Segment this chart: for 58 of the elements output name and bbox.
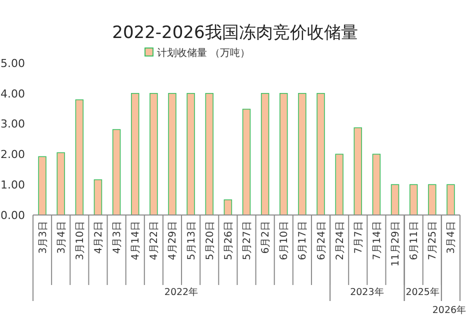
x-tick-label: 3月3日 bbox=[38, 221, 49, 254]
text: 2025年 bbox=[406, 286, 440, 298]
bar bbox=[94, 179, 102, 216]
y-tick-label: 5.00 bbox=[0, 56, 25, 70]
bar bbox=[130, 93, 140, 216]
legend-label: 计划收储量 （万吨） bbox=[157, 47, 250, 59]
bar bbox=[372, 154, 381, 216]
y-tick-label: 2.00 bbox=[0, 148, 25, 162]
x-tick-label: 7月25日 bbox=[428, 221, 439, 260]
x-tick-label: 4月2日 bbox=[93, 221, 104, 254]
bar bbox=[224, 199, 232, 216]
x-tick-label: 4月14日 bbox=[130, 221, 142, 260]
text: 2022年 bbox=[164, 286, 199, 298]
bar bbox=[446, 184, 455, 216]
bar bbox=[150, 93, 158, 216]
bar bbox=[38, 156, 46, 216]
bar bbox=[335, 154, 344, 216]
x-tick-label: 6月24日 bbox=[316, 221, 328, 260]
bar bbox=[316, 93, 325, 216]
x-tick-label: 5月26日 bbox=[223, 221, 234, 260]
bar bbox=[260, 93, 270, 216]
y-tick-label: 3.00 bbox=[0, 118, 25, 131]
x-tick-label: 4月3日 bbox=[112, 221, 124, 254]
y-tick-label: 0.00 bbox=[0, 208, 25, 222]
bar bbox=[168, 93, 176, 216]
bar bbox=[56, 152, 65, 216]
bar bbox=[242, 108, 251, 216]
x-tick-label: 5月27日 bbox=[242, 221, 253, 260]
text: 2023年 bbox=[350, 286, 384, 298]
bar bbox=[409, 184, 418, 216]
x-tick-label: 5月20日 bbox=[204, 221, 216, 260]
x-tick-label: 11月29日 bbox=[390, 221, 402, 266]
x-tick-label: 6月11日 bbox=[409, 221, 420, 260]
bar bbox=[298, 93, 306, 216]
chart-title: 2022-2026我国冻肉竞价收储量 bbox=[112, 23, 358, 43]
text: 2026年 bbox=[432, 304, 467, 316]
x-tick-label: 3月10日 bbox=[74, 221, 86, 260]
x-tick-label: 2月24日 bbox=[334, 221, 346, 260]
x-tick-label: 6月2日 bbox=[260, 221, 272, 254]
bar bbox=[354, 127, 362, 216]
x-tick-label: 3月4日 bbox=[56, 221, 68, 254]
y-tick-label: 4.00 bbox=[0, 87, 25, 100]
bar bbox=[112, 129, 121, 216]
bar bbox=[428, 184, 436, 216]
x-tick-label: 5月13日 bbox=[186, 221, 198, 260]
x-tick-label: 4月22日 bbox=[149, 221, 160, 260]
bar bbox=[280, 93, 288, 216]
x-tick-label: 4月29日 bbox=[168, 221, 179, 260]
x-tick-label: 7月7日 bbox=[353, 221, 364, 254]
x-tick-label: 6月10日 bbox=[279, 221, 290, 260]
bar bbox=[390, 184, 400, 216]
bar bbox=[186, 93, 195, 216]
y-tick-label: 1.00 bbox=[0, 178, 25, 192]
x-tick-label: 3月4日 bbox=[446, 221, 458, 254]
bar bbox=[75, 99, 84, 216]
x-tick-label: 7月14日 bbox=[372, 221, 383, 260]
bar bbox=[205, 93, 214, 216]
x-tick-label: 6月17日 bbox=[298, 221, 309, 260]
